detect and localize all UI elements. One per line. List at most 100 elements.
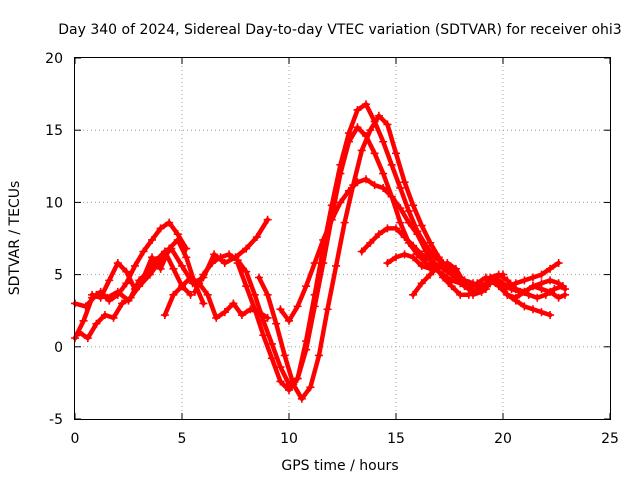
chart-title: Day 340 of 2024, Sidereal Day-to-day VTE…: [58, 22, 621, 38]
data-point: [276, 305, 285, 314]
data-point: [528, 273, 537, 282]
data-point: [310, 290, 319, 299]
data-point: [289, 380, 298, 389]
data-point: [396, 204, 405, 213]
data-point: [561, 285, 570, 294]
data-point: [400, 178, 409, 187]
data-point: [392, 253, 400, 262]
data-point: [503, 290, 512, 299]
y-tick-label: 20: [45, 51, 63, 67]
data-point: [370, 149, 379, 158]
data-point: [511, 293, 520, 302]
data-point: [156, 264, 165, 273]
data-point: [443, 261, 452, 270]
data-point: [546, 276, 555, 285]
data-point: [105, 296, 114, 305]
data-point: [220, 259, 229, 268]
data-point: [392, 149, 400, 158]
data-point: [173, 235, 182, 244]
data-point: [554, 259, 563, 268]
data-point: [362, 100, 371, 109]
data-point: [400, 250, 409, 259]
data-point: [396, 218, 405, 227]
x-tick-label: 15: [387, 431, 405, 447]
data-point: [276, 377, 285, 386]
data-point: [122, 279, 131, 288]
data-point: [370, 181, 379, 190]
data-point: [503, 276, 512, 285]
data-point: [353, 178, 362, 187]
data-point: [383, 120, 392, 129]
data-point: [212, 313, 221, 322]
data-point: [533, 293, 542, 302]
data-point: [396, 183, 405, 192]
data-point: [109, 313, 118, 322]
data-point: [96, 293, 105, 302]
data-point: [297, 394, 306, 403]
data-point: [79, 316, 88, 325]
data-point: [182, 253, 191, 262]
data-point: [434, 261, 443, 270]
data-point: [336, 198, 345, 207]
data-point: [250, 290, 259, 299]
data-point: [362, 175, 371, 184]
data-point: [75, 328, 84, 337]
data-point: [387, 192, 396, 201]
data-point: [520, 276, 529, 285]
data-point: [353, 123, 362, 132]
data-point: [379, 169, 388, 178]
data-point: [327, 201, 336, 210]
data-point: [528, 282, 537, 291]
series-line-sat-m: [487, 272, 568, 295]
data-point: [139, 247, 148, 256]
x-tick-label: 10: [280, 431, 298, 447]
data-point: [293, 302, 302, 311]
data-point: [546, 264, 555, 273]
data-point: [130, 261, 139, 270]
data-point: [469, 279, 478, 288]
data-point: [263, 215, 272, 224]
data-point: [447, 282, 456, 291]
data-point: [207, 259, 216, 268]
data-series: [71, 100, 570, 403]
data-point: [267, 354, 276, 363]
data-point: [456, 290, 465, 299]
data-point: [160, 311, 169, 320]
y-tick-label: 10: [45, 195, 63, 211]
data-point: [374, 230, 383, 239]
data-point: [537, 279, 546, 288]
data-point: [186, 290, 195, 299]
data-point: [169, 264, 178, 273]
data-point: [387, 160, 396, 169]
data-point: [237, 311, 246, 320]
data-point: [100, 311, 109, 320]
data-point: [413, 230, 422, 239]
data-point: [340, 218, 349, 227]
data-point: [285, 316, 293, 325]
data-point: [426, 238, 435, 247]
data-point: [379, 183, 388, 192]
data-point: [105, 276, 114, 285]
data-point: [130, 285, 139, 294]
data-point: [113, 290, 122, 299]
data-point: [229, 299, 238, 308]
data-point: [83, 334, 92, 343]
data-point: [494, 270, 503, 279]
data-point: [409, 290, 418, 299]
data-point: [511, 285, 520, 294]
data-point: [319, 235, 328, 244]
data-point: [417, 279, 426, 288]
data-point: [353, 105, 362, 114]
data-point: [252, 233, 261, 242]
data-point: [242, 282, 251, 291]
data-point: [404, 218, 413, 227]
data-point: [233, 259, 242, 268]
data-point: [178, 282, 186, 291]
y-axis-label: SDTVAR / TECUs: [7, 181, 23, 296]
data-point: [404, 207, 413, 216]
data-point: [139, 273, 148, 282]
data-point: [409, 241, 418, 250]
data-point: [272, 319, 281, 328]
data-point: [186, 273, 195, 282]
data-point: [336, 160, 345, 169]
